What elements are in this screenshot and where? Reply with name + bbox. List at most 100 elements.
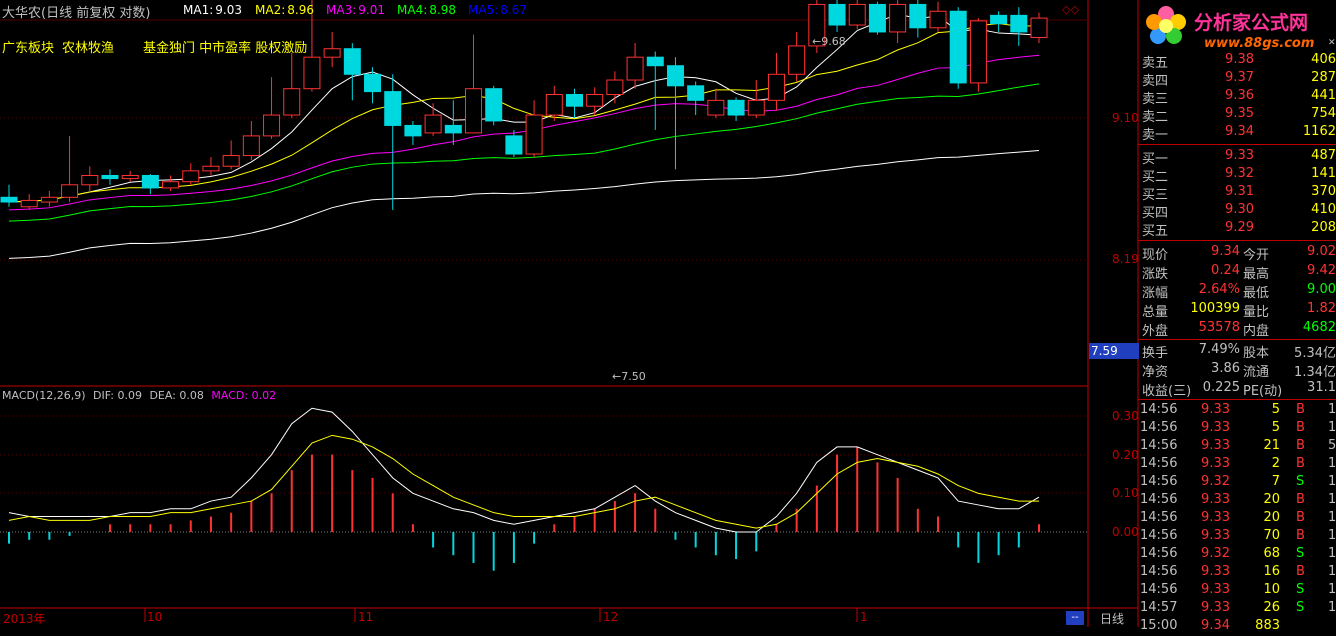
tick-extra: 1 [1328,420,1336,435]
tick-row[interactable]: 14:56 9.33 20 B 1 [1140,510,1336,528]
ma-value: 9.01 [358,3,385,17]
candle-body [990,14,1008,25]
fundamental-value: 1.34亿 [1294,365,1336,380]
tick-row[interactable]: 14:56 9.33 10 S 1 [1140,582,1336,600]
fundamental-row[interactable]: 换手 7.49% 股本 5.34亿 [1140,342,1336,361]
logo-url: www.88gs.com [1204,36,1315,51]
tick-row[interactable]: 14:56 9.33 20 B 1 [1140,492,1336,510]
ask-volume: 406 [1311,52,1336,67]
ma-value: 8.67 [500,3,527,17]
ask-row[interactable]: 卖四 9.37 287 [1140,70,1336,89]
period-button[interactable]: 日线 [1100,612,1125,626]
tick-row[interactable]: 14:57 9.33 26 S 1 [1140,600,1336,618]
price-axis-high: 9.10 [1112,111,1139,125]
stat-label: 内盘 [1243,324,1270,339]
tick-side: B [1296,402,1305,417]
tag-industry[interactable]: 农林牧渔 [62,41,115,56]
corner-diamonds-icon[interactable]: ◇◇ [1062,3,1079,16]
fundamental-value: 0.225 [1202,380,1240,395]
ma-value: 8.96 [287,3,314,17]
tick-row[interactable]: 14:56 9.32 68 S 1 [1140,546,1336,564]
tick-price: 9.33 [1201,528,1230,543]
ask-row[interactable]: 卖三 9.36 441 [1140,88,1336,107]
candle-body [202,165,220,172]
fundamental-row[interactable]: 净资 3.86 流通 1.34亿 [1140,361,1336,380]
ask-label: 卖四 [1142,74,1169,89]
tick-row[interactable]: 14:56 9.33 16 B 1 [1140,564,1336,582]
tag-sector[interactable]: 广东板块 [2,41,55,56]
candle-body [889,3,907,33]
tick-row[interactable]: 15:00 9.34 883 [1140,618,1336,636]
macd-tick: 0.00 [1112,525,1139,539]
ma-legend-item: MA2: 8.96 [255,3,314,17]
bid-label: 买五 [1142,224,1169,239]
macd-legend: MACD(12,26,9) DIF: 0.09 DEA: 0.08 MACD: … [2,389,277,402]
stat-value: 9.42 [1307,263,1336,278]
ask-label: 卖三 [1142,92,1169,107]
ma-label: MA1: [183,3,214,17]
ask-label: 卖一 [1142,128,1169,143]
scroll-button[interactable]: -- [1066,611,1084,625]
tick-price: 9.33 [1201,564,1230,579]
min-price-annotation: ←7.50 [612,370,646,383]
stat-row[interactable]: 总量 100399 量比 1.82 [1140,301,1336,320]
stat-value: 9.00 [1307,282,1336,297]
candle-body [969,20,987,84]
ma-line-5 [8,149,1040,259]
candle-body [263,114,281,137]
bid-row[interactable]: 买一 9.33 487 [1140,148,1336,167]
ask-volume: 1162 [1302,124,1336,139]
bid-row[interactable]: 买三 9.31 370 [1140,184,1336,203]
ask-volume: 287 [1311,70,1336,85]
tick-extra: 1 [1328,528,1336,543]
bid-row[interactable]: 买五 9.29 208 [1140,220,1336,239]
candle-body [747,99,765,116]
ma-line-4 [8,83,1040,222]
tick-time: 15:00 [1140,618,1178,633]
ma-legend-item: MA1: 9.03 [183,3,242,17]
ask-row[interactable]: 卖一 9.34 1162 [1140,124,1336,143]
tick-row[interactable]: 14:56 9.33 70 B 1 [1140,528,1336,546]
bid-volume: 410 [1311,202,1336,217]
candle-body [909,3,927,29]
ask-volume: 441 [1311,88,1336,103]
candle-body [424,114,442,134]
fundamental-value: 5.34亿 [1294,346,1336,361]
tick-extra: 1 [1328,456,1336,471]
tick-price: 9.33 [1201,582,1230,597]
close-icon[interactable]: ✕ [1328,38,1336,48]
ma-legend-item: MA3: 9.01 [326,3,385,17]
bid-label: 买一 [1142,152,1169,167]
quote-divider [1138,339,1336,340]
candle-body [323,48,341,58]
bid-row[interactable]: 买四 9.30 410 [1140,202,1336,221]
time-label: 1 [860,610,868,624]
ask-row[interactable]: 卖二 9.35 754 [1140,106,1336,125]
bid-label: 买四 [1142,206,1169,221]
macd-tick: 0.30 [1112,409,1139,423]
stat-value: 100399 [1190,301,1240,316]
tick-row[interactable]: 14:56 9.33 5 B 1 [1140,420,1336,438]
tick-row[interactable]: 14:56 9.33 21 B 5 [1140,438,1336,456]
tick-row[interactable]: 14:56 9.33 5 B 1 [1140,402,1336,420]
ask-row[interactable]: 卖五 9.38 406 [1140,52,1336,71]
tick-volume: 5 [1271,402,1280,417]
fundamental-label: PE(动) [1243,384,1283,399]
tick-side: S [1296,582,1305,597]
fundamental-row[interactable]: 收益(三) 0.225 PE(动) 31.1 [1140,380,1336,399]
candle-body [40,196,58,203]
tag-concepts[interactable]: 基金独门 中市盈率 股权激励 [143,41,308,56]
bid-row[interactable]: 买二 9.32 141 [1140,166,1336,185]
stat-row[interactable]: 涨跌 0.24 最高 9.42 [1140,263,1336,282]
tick-time: 14:56 [1140,510,1178,525]
stat-row[interactable]: 现价 9.34 今开 9.02 [1140,244,1336,263]
tick-row[interactable]: 14:56 9.33 2 B 1 [1140,456,1336,474]
ma-label: MA5: [468,3,499,17]
bid-volume: 141 [1311,166,1336,181]
tick-row[interactable]: 14:56 9.32 7 S 1 [1140,474,1336,492]
tick-time: 14:56 [1140,456,1178,471]
stat-row[interactable]: 外盘 53578 内盘 4682 [1140,320,1336,339]
ask-label: 卖二 [1142,110,1169,125]
stat-row[interactable]: 涨幅 2.64% 最低 9.00 [1140,282,1336,301]
